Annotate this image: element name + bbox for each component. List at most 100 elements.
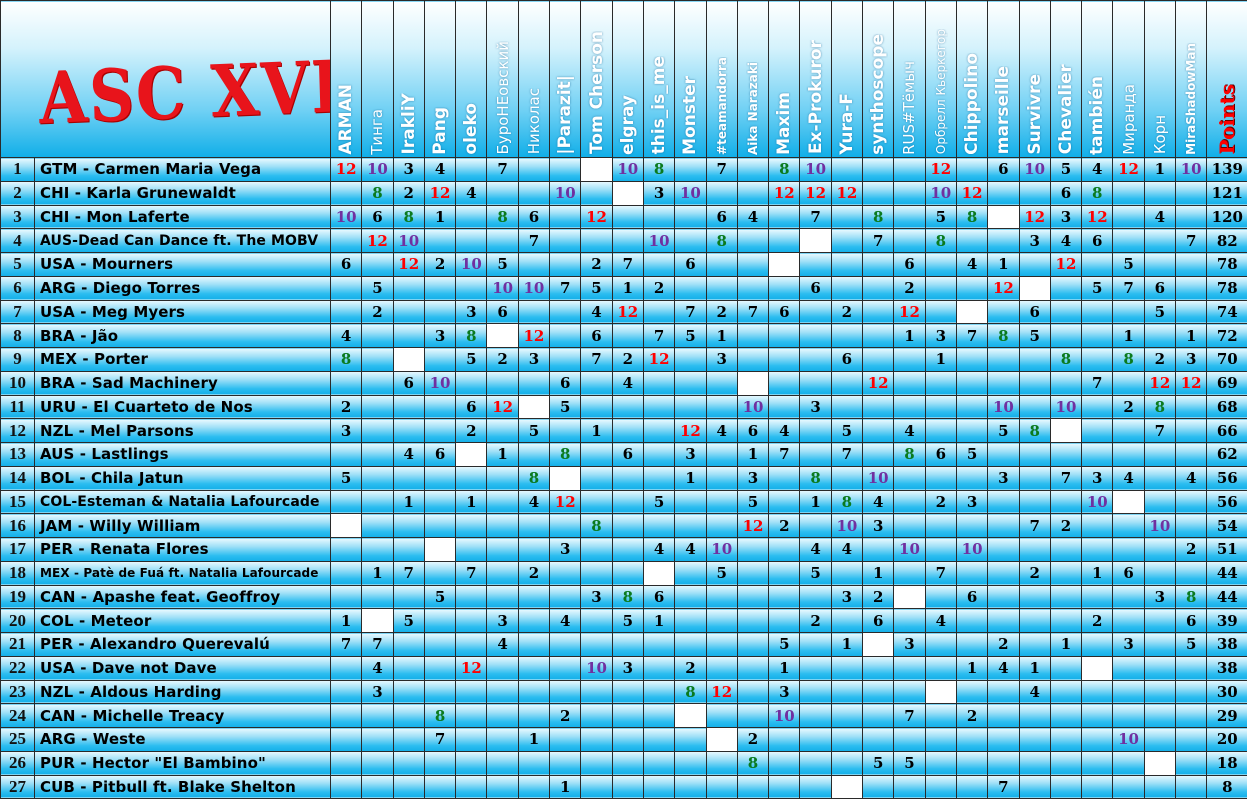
empty-vote-cell xyxy=(455,157,488,182)
entry-name-text: MEX - Porter xyxy=(40,350,149,369)
empty-vote-cell xyxy=(580,632,613,657)
empty-vote-cell xyxy=(1175,513,1208,538)
vote-cell: 2 xyxy=(736,727,770,752)
vote-cell: 2 xyxy=(799,608,832,633)
entry-row: 20 COL - Meteor 1 5 3 4 5 1 2 6 4 2 6 39 xyxy=(0,608,1247,633)
vote-cell: 8 xyxy=(862,204,895,230)
empty-vote-cell xyxy=(674,394,707,420)
empty-vote-cell xyxy=(392,655,425,681)
vote-cell: 7 xyxy=(455,560,488,586)
empty-vote-cell xyxy=(423,608,457,633)
empty-vote-cell xyxy=(611,774,644,800)
vote-cell: 2 xyxy=(705,299,738,325)
empty-vote-cell xyxy=(1143,727,1177,752)
entry-row: 26 PUR - Hector "El Bambino" 8 5 5 18 xyxy=(0,750,1247,776)
entry-name: CAN - Apashe feat. Geoffroy xyxy=(34,584,331,610)
vote-cell: 5 xyxy=(893,750,926,776)
empty-vote-cell xyxy=(1081,347,1114,372)
entry-name: NZL - Aldous Harding xyxy=(34,679,331,705)
vote-cell: 8 xyxy=(1175,584,1208,610)
vote-cell: 1 xyxy=(361,560,394,586)
vote-cell: 7 xyxy=(392,560,425,586)
vote-cell: 1 xyxy=(1175,323,1208,348)
empty-vote-cell xyxy=(455,632,488,657)
voter-header: |Parazit| xyxy=(549,0,582,158)
vote-cell: 4 xyxy=(455,180,488,206)
empty-vote-cell xyxy=(736,608,770,633)
rank: 10 xyxy=(0,370,35,396)
empty-vote-cell xyxy=(455,465,488,491)
vote-cell: 7 xyxy=(830,442,864,467)
vote-cell: 3 xyxy=(329,418,363,443)
empty-vote-cell xyxy=(1081,632,1114,657)
empty-vote-cell xyxy=(1018,465,1051,491)
empty-vote-cell xyxy=(768,537,801,562)
points-total: 74 xyxy=(1206,299,1247,325)
empty-vote-cell xyxy=(924,750,957,776)
empty-vote-cell xyxy=(705,489,738,515)
empty-vote-cell xyxy=(893,204,926,230)
entry-name: CHI - Karla Grunewaldt xyxy=(34,180,331,206)
vote-cell: 10 xyxy=(768,703,801,728)
empty-vote-cell xyxy=(361,537,394,562)
empty-vote-cell xyxy=(486,584,519,610)
vote-cell: 1 xyxy=(799,489,832,515)
empty-vote-cell xyxy=(549,513,582,538)
empty-vote-cell xyxy=(736,703,770,728)
own-vote-blank-cell xyxy=(1049,418,1083,443)
voter-name: Миранда xyxy=(1119,83,1138,155)
vote-cell: 12 xyxy=(987,275,1020,301)
empty-vote-cell xyxy=(486,560,519,586)
entry-name: AUS-Dead Can Dance ft. The MOBV xyxy=(34,228,331,253)
vote-cell: 3 xyxy=(611,655,644,681)
empty-vote-cell xyxy=(924,418,957,443)
voter-header: Pang xyxy=(423,0,457,158)
empty-vote-cell xyxy=(549,323,582,348)
empty-vote-cell xyxy=(329,489,363,515)
vote-cell: 10 xyxy=(1112,727,1145,752)
vote-cell: 10 xyxy=(674,180,707,206)
vote-cell: 8 xyxy=(1143,394,1177,420)
vote-cell: 12 xyxy=(955,180,989,206)
vote-cell: 12 xyxy=(674,418,707,443)
empty-vote-cell xyxy=(1175,655,1208,681)
empty-vote-cell xyxy=(1018,252,1051,277)
empty-vote-cell xyxy=(893,727,926,752)
vote-cell: 3 xyxy=(830,584,864,610)
empty-vote-cell xyxy=(1049,655,1083,681)
empty-vote-cell xyxy=(768,608,801,633)
empty-vote-cell xyxy=(924,513,957,538)
vote-cell: 10 xyxy=(830,513,864,538)
vote-cell: 4 xyxy=(987,655,1020,681)
voter-header: Орбрелл Кьеркегор xyxy=(924,0,957,158)
vote-cell: 5 xyxy=(1112,252,1145,277)
empty-vote-cell xyxy=(830,228,864,253)
empty-vote-cell xyxy=(955,560,989,586)
empty-vote-cell xyxy=(1143,679,1177,705)
voter-name: Орбрелл Кьеркегор xyxy=(933,29,948,155)
points-total: 69 xyxy=(1206,370,1247,396)
empty-vote-cell xyxy=(736,347,770,372)
empty-vote-cell xyxy=(736,323,770,348)
empty-vote-cell xyxy=(799,774,832,800)
entry-name-text: CHI - Karla Grunewaldt xyxy=(40,184,236,203)
vote-cell: 5 xyxy=(329,465,363,491)
vote-cell: 7 xyxy=(1081,370,1114,396)
empty-vote-cell xyxy=(674,157,707,182)
vote-cell: 3 xyxy=(1018,228,1051,253)
empty-vote-cell xyxy=(549,252,582,277)
empty-vote-cell xyxy=(862,442,895,467)
empty-vote-cell xyxy=(955,157,989,182)
empty-vote-cell xyxy=(924,632,957,657)
empty-vote-cell xyxy=(1081,679,1114,705)
empty-vote-cell xyxy=(893,157,926,182)
empty-vote-cell xyxy=(1143,655,1177,681)
vote-cell: 6 xyxy=(361,204,394,230)
entry-name: USA - Dave not Dave xyxy=(34,655,331,681)
vote-cell: 1 xyxy=(392,489,425,515)
empty-vote-cell xyxy=(1018,180,1051,206)
empty-vote-cell xyxy=(1143,608,1177,633)
empty-vote-cell xyxy=(987,727,1020,752)
empty-vote-cell xyxy=(1112,655,1145,681)
vote-cell: 1 xyxy=(642,608,676,633)
